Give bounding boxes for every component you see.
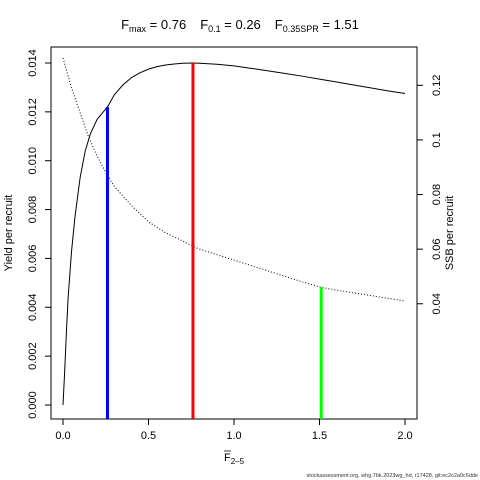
x-tick-label: 1.0 bbox=[226, 430, 241, 442]
reference-lines bbox=[105, 63, 323, 419]
f01-label: F bbox=[200, 17, 208, 32]
fspr-value: = 1.51 bbox=[319, 17, 359, 32]
x-tick-label: 0.0 bbox=[55, 430, 70, 442]
y-axis-title-right: SSB per recruit bbox=[444, 196, 456, 271]
f01-value: = 0.26 bbox=[221, 17, 261, 32]
plot-frame bbox=[50, 46, 418, 420]
y-axis-title-left: Yield per recruit bbox=[3, 195, 15, 272]
y-left-tick-label: 0.004 bbox=[27, 294, 39, 322]
ssb-per-recruit-line bbox=[62, 57, 406, 302]
chart-title: Fmax = 0.76 F0.1 = 0.26 F0.35SPR = 1.51 bbox=[121, 17, 359, 34]
fmax-sub: max bbox=[129, 24, 147, 34]
fmax-label: F bbox=[121, 17, 129, 32]
y-left-tick-label: 0.002 bbox=[27, 342, 39, 370]
y-left-tick-label: 0.000 bbox=[27, 391, 39, 419]
x-axis-title: F2–5 bbox=[224, 452, 245, 466]
yield-per-recruit-line bbox=[62, 62, 406, 406]
y-left-tick-label: 0.014 bbox=[27, 49, 39, 77]
y-right-tick-label: 0.08 bbox=[431, 184, 443, 205]
y-left-tick-label: 0.008 bbox=[27, 196, 39, 224]
x-tick-label: 1.5 bbox=[312, 430, 327, 442]
y-left-tick-label: 0.010 bbox=[27, 147, 39, 175]
fspr-sub: 0.35SPR bbox=[283, 24, 320, 34]
series-lines bbox=[62, 57, 406, 406]
y-right-tick-label: 0.1 bbox=[431, 132, 443, 147]
x-tick-label: 2.0 bbox=[397, 430, 412, 442]
fspr-label: F bbox=[275, 17, 283, 32]
x-axis-title-main: F bbox=[224, 452, 231, 464]
y-right-tick-label: 0.12 bbox=[431, 75, 443, 96]
y-left-tick-label: 0.012 bbox=[27, 98, 39, 126]
axis-ticks: 0.0 0.5 1.0 1.5 2.0 0.000 0.002 0.004 0.006 0.008… bbox=[27, 49, 443, 442]
f01-sub: 0.1 bbox=[208, 24, 221, 34]
x-axis-title-sub: 2–5 bbox=[231, 457, 245, 466]
y-right-tick-label: 0.06 bbox=[431, 238, 443, 259]
x-tick-label: 0.5 bbox=[141, 430, 156, 442]
footer-note: stockassessment.org, whg.7bk.2023wg_hd, … bbox=[306, 473, 478, 479]
fmax-value: = 0.76 bbox=[146, 17, 186, 32]
y-right-tick-label: 0.04 bbox=[431, 293, 443, 314]
y-left-tick-label: 0.006 bbox=[27, 245, 39, 273]
